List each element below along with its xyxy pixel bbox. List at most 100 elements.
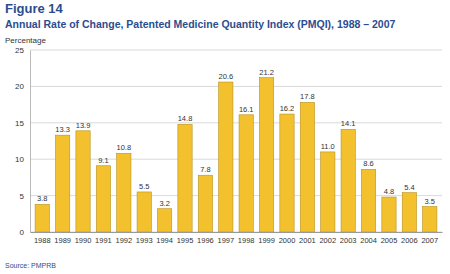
grid-line (30, 50, 442, 51)
source: Source: PMPRB (5, 262, 56, 269)
data-label: 17.8 (300, 92, 315, 101)
data-label: 13.3 (55, 125, 70, 134)
subtitle: Annual Rate of Change, Patented Medicine… (5, 18, 396, 30)
y-axis: 0 5 10 15 20 25 (15, 46, 30, 237)
x-tick-label: 1996 (197, 236, 214, 245)
grid-line (30, 122, 442, 123)
data-label: 14.8 (178, 114, 193, 123)
x-tick-label: 1991 (95, 236, 112, 245)
y-tick: 15 (15, 119, 30, 128)
x-tick-label: 1992 (115, 236, 132, 245)
y-tick: 10 (15, 155, 30, 164)
x-tick: 2004 (360, 232, 377, 245)
bar (198, 175, 212, 232)
bar (96, 166, 110, 232)
bar (423, 207, 437, 232)
data-label: 14.1 (341, 119, 356, 128)
bar (239, 115, 253, 232)
x-tick: 1992 (115, 232, 132, 245)
x-tick: 2006 (401, 232, 418, 245)
x-tick: 1998 (238, 232, 255, 245)
x-axis: 19881989 199019911992 19931994 199519961997… (31, 232, 443, 245)
bar (55, 135, 69, 232)
y-tick: 5 (20, 192, 30, 201)
data-label: 10.8 (117, 143, 132, 152)
grid-line (30, 232, 442, 233)
x-tick: 2007 (421, 232, 438, 245)
y-tick-label: 25 (15, 46, 24, 55)
bar (76, 131, 90, 232)
data-label: 9.1 (98, 156, 108, 165)
bar (259, 78, 273, 232)
x-tick: 1990 (75, 232, 92, 245)
data-label: 8.6 (363, 159, 373, 168)
grid-line (30, 195, 442, 196)
data-label: 16.1 (239, 105, 254, 114)
plot: 0510152025198819891990199119921993199419… (15, 46, 442, 245)
x-tick-label: 1990 (75, 236, 92, 245)
x-tick: 1989 (54, 232, 71, 245)
data-label: 5.5 (139, 182, 149, 191)
chart: Figure 14 Annual Rate of Change, Patented… (0, 0, 450, 274)
grid-line (30, 86, 442, 87)
x-tick-label: 2002 (319, 236, 336, 245)
x-tick: 1994 (156, 232, 173, 245)
y-axis-line (30, 51, 31, 233)
data-label: 13.9 (76, 121, 91, 130)
x-tick-label: 1997 (217, 236, 234, 245)
y-tick: 25 (15, 46, 30, 55)
x-tick-label: 1994 (156, 236, 173, 245)
data-label: 7.8 (200, 165, 210, 174)
x-tick: 2002 (319, 232, 336, 245)
x-tick: 2000 (279, 232, 296, 245)
x-tick-label: 2005 (381, 236, 398, 245)
x-tick-label: 2000 (279, 236, 296, 245)
y-tick: 0 (20, 228, 30, 237)
bar (382, 197, 396, 232)
x-tick-label: 1999 (258, 236, 275, 245)
y-tick-label: 5 (20, 192, 25, 201)
y-tick-label: 10 (15, 155, 24, 164)
bar (280, 114, 294, 232)
bar (157, 209, 171, 232)
bar (137, 192, 151, 232)
bar (300, 102, 314, 232)
x-tick-label: 2007 (421, 236, 438, 245)
y-tick-label: 0 (20, 228, 25, 237)
x-tick-label: 2001 (299, 236, 316, 245)
bar (321, 152, 335, 232)
x-tick-label: 2006 (401, 236, 418, 245)
y-tick-label: 15 (15, 119, 24, 128)
data-label: 3.2 (159, 199, 169, 208)
x-tick-label: 2004 (360, 236, 377, 245)
x-tick-label: 1988 (34, 236, 51, 245)
y-tick: 20 (15, 82, 30, 91)
data-labels: 3.813.313.99.110.85.53.214.87.820.616.12… (37, 68, 435, 208)
x-axis-line (31, 232, 443, 233)
data-label: 21.2 (259, 68, 274, 77)
bar (35, 204, 49, 232)
title: Figure 14 (5, 1, 64, 16)
bar (219, 82, 233, 232)
data-label: 4.8 (384, 187, 394, 196)
data-label: 5.4 (404, 183, 414, 192)
x-tick: 1988 (34, 232, 51, 245)
grid (30, 50, 442, 232)
x-tick: 1993 (136, 232, 153, 245)
y-tick-label: 20 (15, 82, 24, 91)
x-tick: 2001 (299, 232, 316, 245)
bar (361, 169, 375, 232)
x-tick-label: 1989 (54, 236, 71, 245)
x-tick: 1996 (197, 232, 214, 245)
bar (402, 193, 416, 232)
x-tick: 2005 (381, 232, 398, 245)
x-tick-label: 1995 (177, 236, 194, 245)
data-label: 3.8 (37, 194, 47, 203)
bar (341, 129, 355, 232)
x-tick-label: 2003 (340, 236, 357, 245)
y-axis-label: Percentage (5, 36, 46, 45)
bar (117, 153, 131, 232)
data-label: 16.2 (280, 104, 295, 113)
grid-line (30, 159, 442, 160)
data-label: 11.0 (321, 142, 335, 151)
